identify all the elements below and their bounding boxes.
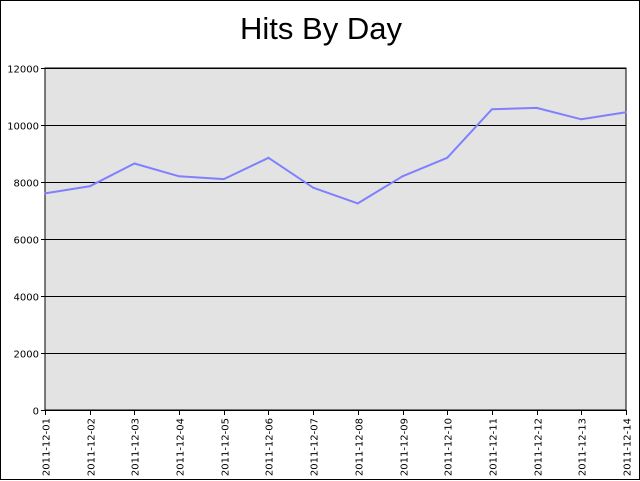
x-tick-label-1: 2011-12-02 [87,418,98,476]
x-tick-label-7: 2011-12-08 [355,418,366,476]
data-point-10 [490,108,493,111]
gridlines [45,68,626,411]
series-group [44,106,627,205]
data-point-4 [222,178,225,181]
data-point-1 [88,185,91,188]
data-point-6 [312,186,315,189]
data-point-5 [267,156,270,159]
chart-title: Hits By Day [240,11,402,46]
data-point-8 [401,175,404,178]
x-tick-label-8: 2011-12-09 [400,418,411,476]
data-point-9 [446,156,449,159]
data-point-13 [625,111,627,114]
data-point-0 [44,192,46,195]
series-line-0 [44,106,627,205]
y-tick-label-3: 6000 [14,236,39,247]
x-tick-label-12: 2011-12-13 [578,418,589,476]
x-tick-label-11: 2011-12-12 [534,418,545,476]
y-tick-label-6: 12000 [7,65,39,76]
x-tick-label-4: 2011-12-05 [221,418,232,476]
x-tick-label-2: 2011-12-03 [131,418,142,476]
x-tick-label-5: 2011-12-06 [265,418,276,476]
x-axis: 2011-12-01 2011-12-02 2011-12-03 2011-12-04… [42,68,634,476]
y-tick-label-1: 2000 [14,350,39,361]
data-point-12 [580,118,583,121]
x-tick-label-13: 2011-12-14 [623,418,634,476]
x-tick-label-0: 2011-12-01 [42,418,53,476]
data-point-7 [356,202,359,205]
y-tick-label-0: 0 [33,407,39,418]
x-tick-label-3: 2011-12-04 [176,418,187,476]
x-tick-label-6: 2011-12-07 [310,418,321,476]
y-tick-label-2: 4000 [14,293,39,304]
y-axis: 0 2000 4000 6000 8000 10000 12000 [7,65,45,418]
data-point-11 [535,106,538,109]
x-tick-label-10: 2011-12-11 [489,418,500,476]
data-point-2 [133,162,136,165]
data-point-3 [178,175,181,178]
y-tick-label-4: 8000 [14,179,39,190]
y-tick-label-5: 10000 [7,122,39,133]
x-tick-label-9: 2011-12-10 [444,418,455,476]
